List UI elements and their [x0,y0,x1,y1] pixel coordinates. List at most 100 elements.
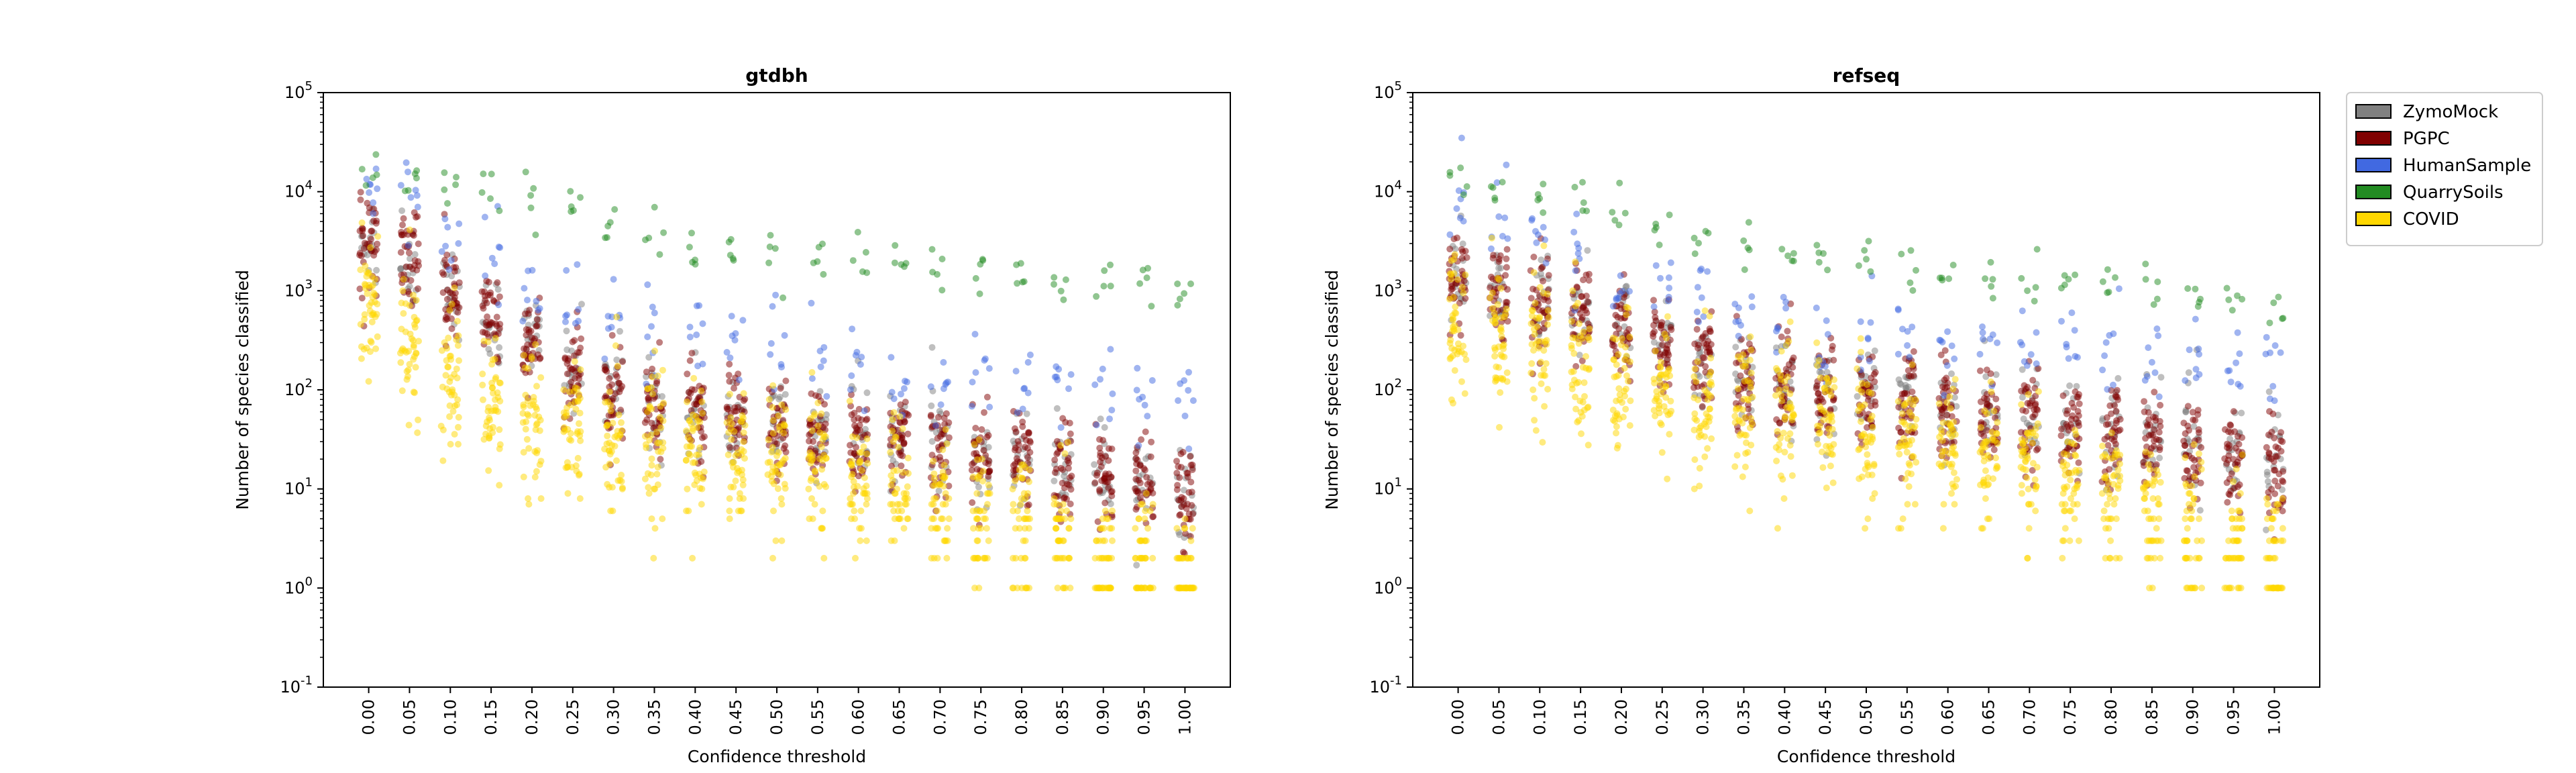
point-PGPC [1061,494,1068,501]
point-COVID [1706,405,1713,413]
x-tick-label: 0.90 [1094,699,1113,735]
point-COVID [1142,490,1150,497]
point-COVID [1018,474,1026,482]
point-ZymoMock [928,437,936,445]
point-COVID [898,507,906,515]
point-ZymoMock [1107,500,1114,507]
point-QuarrySoils [570,207,577,214]
point-COVID [1734,353,1741,360]
point-QuarrySoils [862,249,869,256]
point-COVID [362,262,369,270]
point-PGPC [613,373,621,380]
point-COVID [1575,417,1582,424]
point-COVID [366,348,374,355]
point-PGPC [1458,246,1465,253]
point-ZymoMock [2263,526,2269,533]
point-PGPC [1992,395,2000,403]
point-PGPC [1177,511,1184,518]
point-PGPC [2271,490,2279,497]
point-COVID [1010,501,1017,508]
point-COVID [496,426,503,433]
point-COVID [1819,464,1827,471]
point-PGPC [2112,407,2120,415]
point-HumanSample [1181,377,1188,384]
point-PGPC [619,382,626,390]
point-COVID [1747,333,1754,340]
point-COVID [901,495,908,502]
point-HumanSample [604,325,612,332]
point-PGPC [1149,513,1157,521]
point-COVID [2029,460,2037,467]
point-HumanSample [2019,342,2026,348]
point-HumanSample [817,363,824,370]
point-HumanSample [1948,342,1955,350]
point-PGPC [1871,378,1878,385]
point-PGPC [1059,415,1067,422]
point-COVID [525,365,531,372]
point-COVID [2228,584,2235,592]
point-COVID [726,507,733,515]
point-COVID [2114,466,2122,474]
point-HumanSample [968,403,975,410]
point-COVID [818,525,826,532]
point-COVID [1572,303,1579,310]
point-COVID [1579,335,1586,342]
point-PGPC [1702,363,1709,370]
data-points [1446,134,2287,592]
point-COVID [649,373,656,380]
point-COVID [2186,501,2192,508]
point-COVID [944,525,951,532]
x-tick-label: 0.75 [971,699,990,735]
point-COVID [2018,401,2025,408]
point-ZymoMock [2114,374,2122,382]
point-HumanSample [2110,381,2116,389]
point-COVID [1977,481,1984,488]
point-COVID [2116,460,2123,468]
point-COVID [2155,495,2161,502]
point-ZymoMock [1101,424,1108,431]
point-HumanSample [1976,350,1984,358]
point-COVID [811,410,818,417]
point-COVID [1461,390,1468,397]
point-COVID [453,317,461,325]
point-HumanSample [1979,323,1986,330]
point-QuarrySoils [1691,250,1699,258]
point-PGPC [972,425,979,431]
point-PGPC [2149,431,2157,438]
point-PGPC [2065,427,2072,434]
point-QuarrySoils [478,189,486,196]
point-PGPC [897,452,904,459]
point-COVID [980,515,987,523]
point-PGPC [486,291,494,299]
point-COVID [653,428,660,435]
point-COVID [648,515,655,523]
point-HumanSample [1181,412,1189,419]
point-PGPC [898,462,905,470]
point-HumanSample [2236,350,2243,358]
point-COVID [1662,408,1670,415]
point-COVID [1857,335,1864,342]
point-COVID [1947,422,1954,429]
point-PGPC [1540,277,1546,285]
point-COVID [1903,448,1911,456]
point-COVID [1446,270,1454,277]
point-HumanSample [2027,351,2035,358]
point-COVID [730,459,737,466]
point-COVID [1741,414,1749,421]
point-PGPC [1454,234,1461,242]
point-PGPC [2112,440,2119,448]
point-COVID [1611,412,1619,419]
point-COVID [1569,287,1576,295]
point-COVID [408,335,415,342]
point-COVID [860,443,867,450]
point-HumanSample [2151,369,2159,376]
point-COVID [648,455,655,462]
point-COVID [1462,271,1469,278]
point-COVID [2116,554,2123,562]
point-COVID [2100,507,2108,515]
point-QuarrySoils [527,204,535,211]
point-COVID [1988,429,1996,435]
point-COVID [1102,507,1109,515]
point-COVID [608,448,615,455]
